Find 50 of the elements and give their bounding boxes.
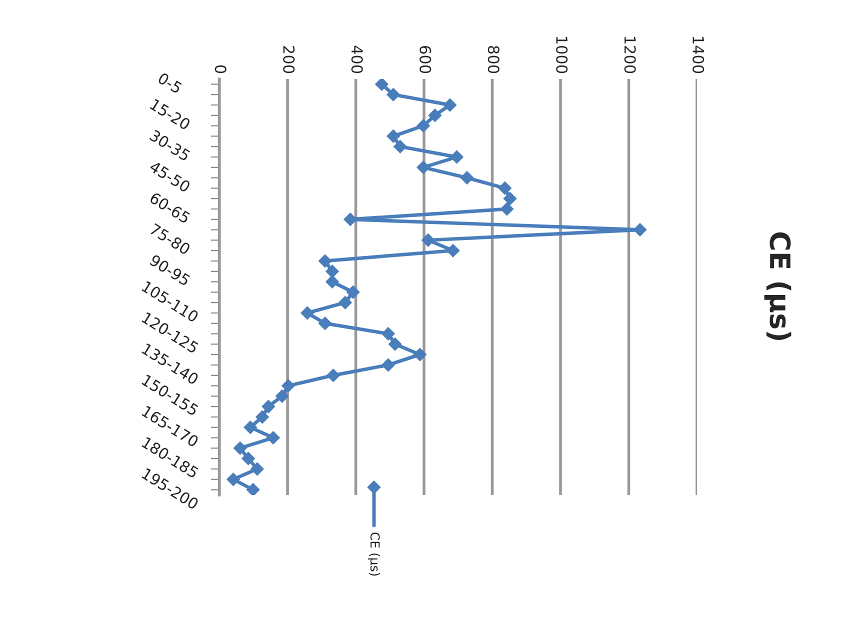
point [275,390,289,403]
x-tick-label: 200 [283,46,295,74]
x-tick-label: 1000 [556,36,568,74]
point [500,202,514,216]
point [250,462,264,476]
point [266,431,280,444]
point [382,327,395,340]
point [242,452,255,466]
point [416,119,430,132]
point [446,244,460,258]
point [394,140,407,154]
x-tick-label: 400 [351,46,363,74]
point [226,472,240,486]
point [282,379,295,392]
point [318,316,332,330]
y-tick-label: 0-5 [157,72,183,94]
text: CE (µs) [764,232,792,340]
x-tick-label: 1200 [624,36,636,74]
point [244,420,257,434]
point [256,410,269,424]
point [386,88,400,102]
point [338,296,352,310]
point [344,212,357,226]
point [633,223,647,236]
point [428,108,442,122]
point [416,160,430,174]
point [388,338,402,351]
point [326,275,339,288]
point [234,442,247,455]
point [318,254,332,268]
point [460,171,474,184]
point [300,306,314,320]
point [422,234,435,247]
point [443,98,457,112]
point [382,358,395,372]
point [498,182,512,195]
x-tick-label: 0 [214,65,226,74]
x-tick-label: 600 [420,46,432,74]
text: CE (µs) [368,532,380,576]
point [326,264,339,278]
point [326,368,340,382]
point [375,78,388,91]
x-tick-label: 800 [488,46,500,74]
x-tick-label: 1400 [692,36,704,74]
point [262,400,276,414]
point [503,192,517,206]
point [346,286,360,299]
point [386,130,400,143]
point [246,483,260,495]
point [413,348,427,362]
